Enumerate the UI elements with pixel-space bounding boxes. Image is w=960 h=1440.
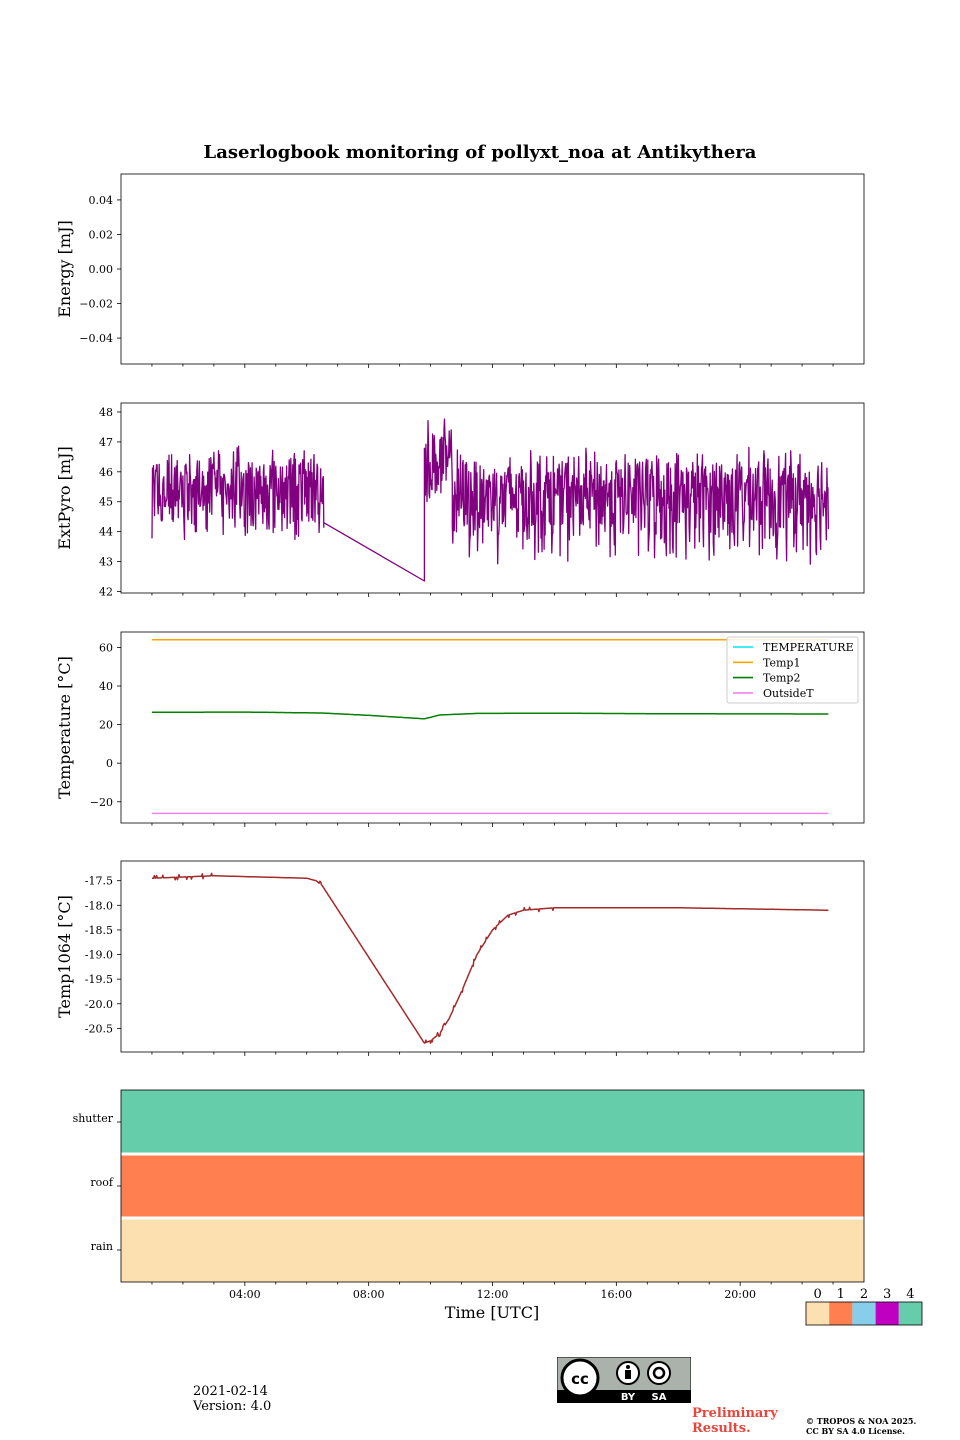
y-tick-label: 0.00 (89, 263, 114, 276)
y-axis-label: ExtPyro [mJ] (55, 446, 74, 549)
colorbar-label-0: 0 (813, 1287, 821, 1302)
axes-frame (120, 860, 865, 1053)
y-tick-label: 0.02 (89, 228, 114, 241)
colorbar-swatch-3 (875, 1302, 899, 1325)
colorbar-swatch-2 (852, 1302, 876, 1325)
legend-box (726, 636, 859, 704)
colorbar-label-4: 4 (906, 1287, 914, 1302)
colorbar-label-1: 1 (837, 1287, 845, 1302)
y-tick-label: -20.0 (85, 998, 113, 1011)
svg-text:BY: BY (621, 1392, 636, 1403)
y-tick-label: -18.0 (85, 899, 113, 912)
svg-text:cc: cc (571, 1370, 589, 1388)
y-tick-label: 60 (99, 641, 113, 654)
legend-entry: OutsideT (763, 687, 814, 700)
panel-3: 60 40 20 0 −20 Temperature [°C] TEMPERATURE Tem… (55, 631, 865, 827)
colorbar-frame (805, 1301, 923, 1326)
y-tick-label: 42 (99, 586, 113, 599)
x-tick-label: 08:00 (353, 1288, 385, 1301)
copyright-line-1: © TROPOS & NOA 2025. (806, 1416, 917, 1426)
axes-frame (120, 173, 865, 365)
chart-title: Laserlogbook monitoring of pollyxt_noa a… (204, 142, 757, 163)
heatmap-row-shutter (121, 1090, 864, 1154)
y-tick-label: -19.0 (85, 949, 113, 962)
y-axis-label: Energy [mJ] (55, 220, 74, 318)
footer-version: Version: 4.0 (193, 1399, 272, 1414)
y-tick-label: -19.5 (85, 973, 113, 986)
preliminary-line-1: Preliminary (692, 1406, 778, 1421)
y-tick-label: 40 (99, 680, 113, 693)
x-tick-label: 16:00 (600, 1288, 632, 1301)
panel-2: 42 43 44 45 46 47 48 ExtPyro [mJ] (55, 402, 865, 599)
series-line-series-0 (151, 418, 830, 582)
legend: TEMPERATURE Temp1 Temp2 OutsideT (726, 636, 859, 704)
preliminary-line-2: Results. (692, 1421, 751, 1436)
y-tick-label: −0.04 (79, 332, 113, 345)
legend-entry: Temp1 (763, 656, 800, 669)
y-tick-label: −0.02 (79, 298, 113, 311)
footer-date: 2021-02-14 (193, 1384, 268, 1399)
x-tick-label: 04:00 (229, 1288, 261, 1301)
y-tick-label-rain: rain (91, 1240, 113, 1253)
y-tick-label: -20.5 (85, 1022, 113, 1035)
colorbar-swatch-4 (898, 1302, 922, 1325)
y-axis-label: Temperature [°C] (55, 656, 74, 799)
colorbar-label-3: 3 (883, 1287, 891, 1302)
x-axis-label: Time [UTC] (445, 1303, 539, 1322)
copyright-note: © TROPOS & NOA 2025. CC BY SA 4.0 Licens… (806, 1416, 916, 1436)
colorbar-label-2: 2 (860, 1287, 868, 1302)
y-tick-label: 43 (99, 556, 113, 569)
colorbar-swatch-1 (829, 1302, 853, 1325)
y-tick-label: 20 (99, 719, 113, 732)
y-tick-label: -17.5 (85, 875, 113, 888)
legend-entry: Temp2 (763, 672, 800, 685)
preliminary-results-note: Preliminary Results. (692, 1406, 778, 1436)
legend-entry: TEMPERATURE (763, 641, 854, 654)
y-tick-label: 47 (99, 436, 113, 449)
y-tick-label: −20 (90, 796, 113, 809)
panel-1: 0.04 0.02 0.00 −0.02 −0.04 Energy [mJ] (55, 173, 865, 368)
series-line-Temp2 (151, 711, 829, 720)
svg-text:SA: SA (652, 1392, 667, 1403)
y-tick-label: 48 (99, 406, 113, 419)
y-tick-label: 44 (99, 526, 113, 539)
y-axis-label: Temp1064 [°C] (55, 895, 74, 1018)
y-tick-label-roof: roof (90, 1176, 114, 1189)
footer-date-version: 2021-02-14 Version: 4.0 (193, 1384, 271, 1414)
x-tick-label: 12:00 (477, 1288, 509, 1301)
y-tick-label: 45 (99, 496, 113, 509)
y-tick-label: 0 (106, 757, 113, 770)
colorbar-swatch-0 (806, 1302, 830, 1325)
series-line-series-0 (151, 872, 829, 1044)
cc-license-icon: cc BY SA (557, 1357, 691, 1403)
heatmap-row-rain (121, 1218, 864, 1282)
y-tick-label: 0.04 (89, 194, 114, 207)
copyright-line-2: CC BY SA 4.0 License. (806, 1426, 905, 1436)
panel-4: -17.5 -18.0 -18.5 -19.0 -19.5 -20.0 -20.5 Temp1… (55, 860, 865, 1056)
heatmap-row-roof (121, 1154, 864, 1218)
y-tick-label-shutter: shutter (73, 1112, 114, 1125)
x-tick-label: 20:00 (724, 1288, 756, 1301)
y-tick-label: 46 (99, 466, 113, 479)
y-tick-label: -18.5 (85, 924, 113, 937)
panel-5: shutter roof rain 04:00 08:00 12:00 16:00 20:00 (73, 1089, 865, 1301)
cc-by-sa-badge: cc BY SA (557, 1357, 691, 1403)
